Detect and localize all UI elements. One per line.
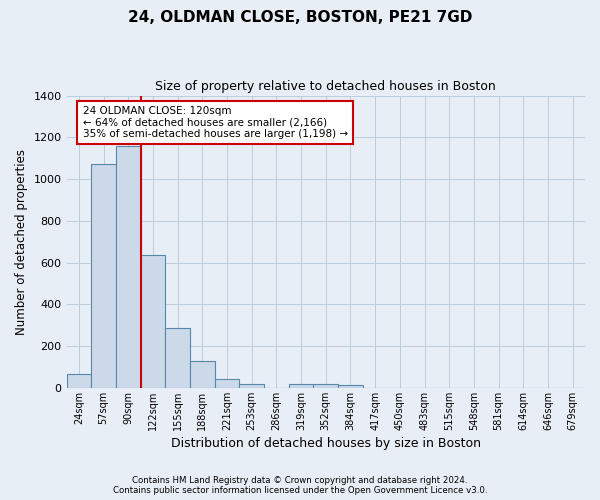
Title: Size of property relative to detached houses in Boston: Size of property relative to detached ho… <box>155 80 496 93</box>
Bar <box>289 384 313 388</box>
X-axis label: Distribution of detached houses by size in Boston: Distribution of detached houses by size … <box>171 437 481 450</box>
Bar <box>338 385 363 388</box>
Bar <box>165 328 190 388</box>
Bar <box>67 374 91 388</box>
Text: 24, OLDMAN CLOSE, BOSTON, PE21 7GD: 24, OLDMAN CLOSE, BOSTON, PE21 7GD <box>128 10 472 25</box>
Bar <box>116 146 140 388</box>
Text: 24 OLDMAN CLOSE: 120sqm
← 64% of detached houses are smaller (2,166)
35% of semi: 24 OLDMAN CLOSE: 120sqm ← 64% of detache… <box>83 106 348 139</box>
Bar <box>313 384 338 388</box>
Bar <box>140 256 165 388</box>
Y-axis label: Number of detached properties: Number of detached properties <box>15 148 28 334</box>
Bar <box>190 361 215 388</box>
Bar <box>215 378 239 388</box>
Bar <box>91 164 116 388</box>
Bar <box>239 384 264 388</box>
Text: Contains HM Land Registry data © Crown copyright and database right 2024.
Contai: Contains HM Land Registry data © Crown c… <box>113 476 487 495</box>
